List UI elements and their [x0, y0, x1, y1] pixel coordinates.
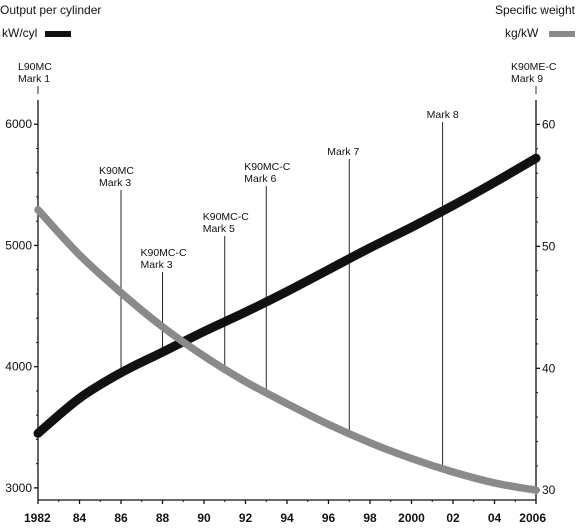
annotation-label: Mark 5 — [203, 223, 235, 235]
left-series-legend-swatch — [45, 31, 71, 37]
annotation-label: L90MC — [18, 61, 52, 73]
annotation-label: K90MC — [99, 165, 134, 177]
x-tick-label: 96 — [322, 511, 336, 525]
annotation-label: Mark 8 — [427, 109, 459, 121]
right-tick-label: 30 — [542, 483, 556, 497]
left-axis-ticks: 3000 4000 5000 6000 — [5, 117, 38, 495]
right-axis-ticks: 30 40 50 60 — [536, 117, 556, 497]
right-tick-label: 40 — [542, 361, 556, 375]
x-tick-label: 02 — [446, 511, 460, 525]
x-tick-label: 94 — [280, 511, 294, 525]
x-tick-label: 92 — [239, 511, 253, 525]
x-tick-label: 2000 — [398, 511, 425, 525]
annotation-label: K90MC-C — [203, 211, 250, 223]
annotation-label: K90MC-C — [244, 161, 291, 173]
left-tick-label: 4000 — [5, 360, 32, 374]
x-tick-label: 98 — [363, 511, 377, 525]
x-axis-ticks: 1982 84 86 88 90 92 94 96 98 2000 02 04 2006 — [24, 500, 546, 525]
annotation-label: Mark 6 — [244, 173, 276, 185]
annotation-label: Mark 7 — [327, 146, 359, 158]
x-tick-label: 90 — [197, 511, 211, 525]
x-tick-label: 86 — [114, 511, 128, 525]
annotation-label: Mark 3 — [99, 177, 131, 189]
x-tick-label: 2006 — [519, 511, 546, 525]
annotation-label: Mark 1 — [18, 73, 50, 85]
right-series-legend-label: kg/kW — [505, 26, 539, 40]
right-axis-title: Specific weight — [495, 3, 576, 17]
left-tick-label: 5000 — [5, 238, 32, 252]
right-series-legend-swatch — [549, 31, 575, 37]
x-tick-label: 84 — [73, 511, 87, 525]
left-tick-label: 6000 — [5, 117, 32, 131]
annotation-label: Mark 9 — [511, 73, 543, 85]
left-series-legend-label: kW/cyl — [2, 26, 37, 40]
series-lines — [33, 153, 541, 494]
x-tick-label: 1982 — [24, 511, 51, 525]
annotation-label: K90MC-C — [141, 247, 188, 259]
series-line-output-per-cylinder — [33, 153, 541, 438]
series-line-specific-weight — [34, 206, 540, 494]
x-tick-label: 88 — [156, 511, 170, 525]
x-tick-label: 04 — [488, 511, 502, 525]
left-tick-label: 3000 — [5, 481, 32, 495]
annotation-label: K90ME-C — [511, 61, 557, 73]
left-axis-title: Output per cylinder — [0, 3, 101, 17]
right-tick-label: 50 — [542, 239, 556, 253]
annotation-label: Mark 3 — [141, 259, 173, 271]
right-tick-label: 60 — [542, 117, 556, 131]
